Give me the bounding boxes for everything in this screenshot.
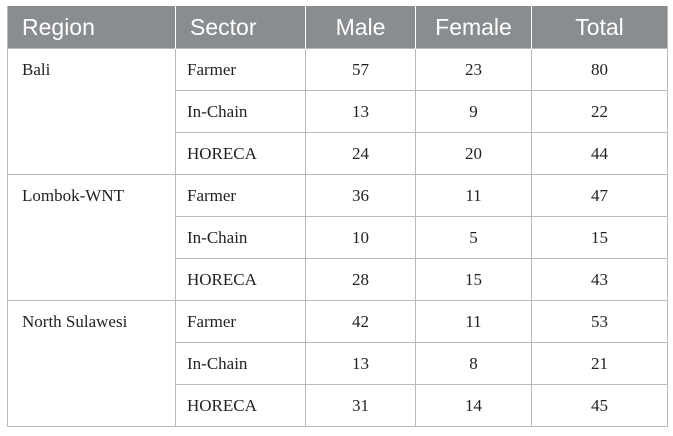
region-cell: Bali bbox=[7, 48, 176, 175]
female-cell: 9 bbox=[415, 90, 532, 133]
sector-cell: In-Chain bbox=[175, 342, 306, 385]
male-cell: 42 bbox=[305, 300, 416, 343]
male-cell: 57 bbox=[305, 48, 416, 91]
male-cell: 28 bbox=[305, 258, 416, 301]
total-cell: 22 bbox=[531, 90, 668, 133]
female-cell: 5 bbox=[415, 216, 532, 259]
total-cell: 45 bbox=[531, 384, 668, 427]
sector-cell: HORECA bbox=[175, 258, 306, 301]
total-cell: 21 bbox=[531, 342, 668, 385]
table-row: HORECA 31 14 45 bbox=[8, 384, 668, 427]
male-cell: 13 bbox=[305, 342, 416, 385]
female-cell: 11 bbox=[415, 300, 532, 343]
male-cell: 31 bbox=[305, 384, 416, 427]
sector-cell: HORECA bbox=[175, 384, 306, 427]
header-sector: Sector bbox=[175, 6, 306, 49]
table-row: In-Chain 10 5 15 bbox=[8, 216, 668, 259]
female-cell: 8 bbox=[415, 342, 532, 385]
header-region: Region bbox=[7, 6, 176, 49]
female-cell: 20 bbox=[415, 132, 532, 175]
sector-cell: Farmer bbox=[175, 174, 306, 217]
total-cell: 53 bbox=[531, 300, 668, 343]
female-cell: 15 bbox=[415, 258, 532, 301]
total-cell: 80 bbox=[531, 48, 668, 91]
region-cell: North Sulawesi bbox=[7, 300, 176, 427]
sector-cell: Farmer bbox=[175, 48, 306, 91]
table-row: HORECA 24 20 44 bbox=[8, 132, 668, 175]
header-female: Female bbox=[415, 6, 532, 49]
total-cell: 15 bbox=[531, 216, 668, 259]
data-table-container: Region Sector Male Female Total Bali Far… bbox=[7, 6, 668, 427]
table-row: Bali Farmer 57 23 80 bbox=[7, 48, 668, 175]
sector-cell: In-Chain bbox=[175, 90, 306, 133]
sector-cell: HORECA bbox=[175, 132, 306, 175]
header-male: Male bbox=[305, 6, 416, 49]
region-cell: Lombok-WNT bbox=[7, 174, 176, 301]
header-row: Region Sector Male Female Total bbox=[7, 6, 668, 49]
header-total: Total bbox=[531, 6, 668, 49]
sector-cell: Farmer bbox=[175, 300, 306, 343]
sector-cell: In-Chain bbox=[175, 216, 306, 259]
table-row: North Sulawesi Farmer 42 11 53 bbox=[7, 300, 668, 427]
total-cell: 44 bbox=[531, 132, 668, 175]
female-cell: 14 bbox=[415, 384, 532, 427]
female-cell: 11 bbox=[415, 174, 532, 217]
male-cell: 10 bbox=[305, 216, 416, 259]
total-cell: 43 bbox=[531, 258, 668, 301]
male-cell: 36 bbox=[305, 174, 416, 217]
male-cell: 24 bbox=[305, 132, 416, 175]
total-cell: 47 bbox=[531, 174, 668, 217]
table-row: In-Chain 13 8 21 bbox=[8, 342, 668, 385]
region-sector-table: Region Sector Male Female Total Bali Far… bbox=[7, 6, 668, 427]
female-cell: 23 bbox=[415, 48, 532, 91]
male-cell: 13 bbox=[305, 90, 416, 133]
table-row: Lombok-WNT Farmer 36 11 47 bbox=[7, 174, 668, 301]
